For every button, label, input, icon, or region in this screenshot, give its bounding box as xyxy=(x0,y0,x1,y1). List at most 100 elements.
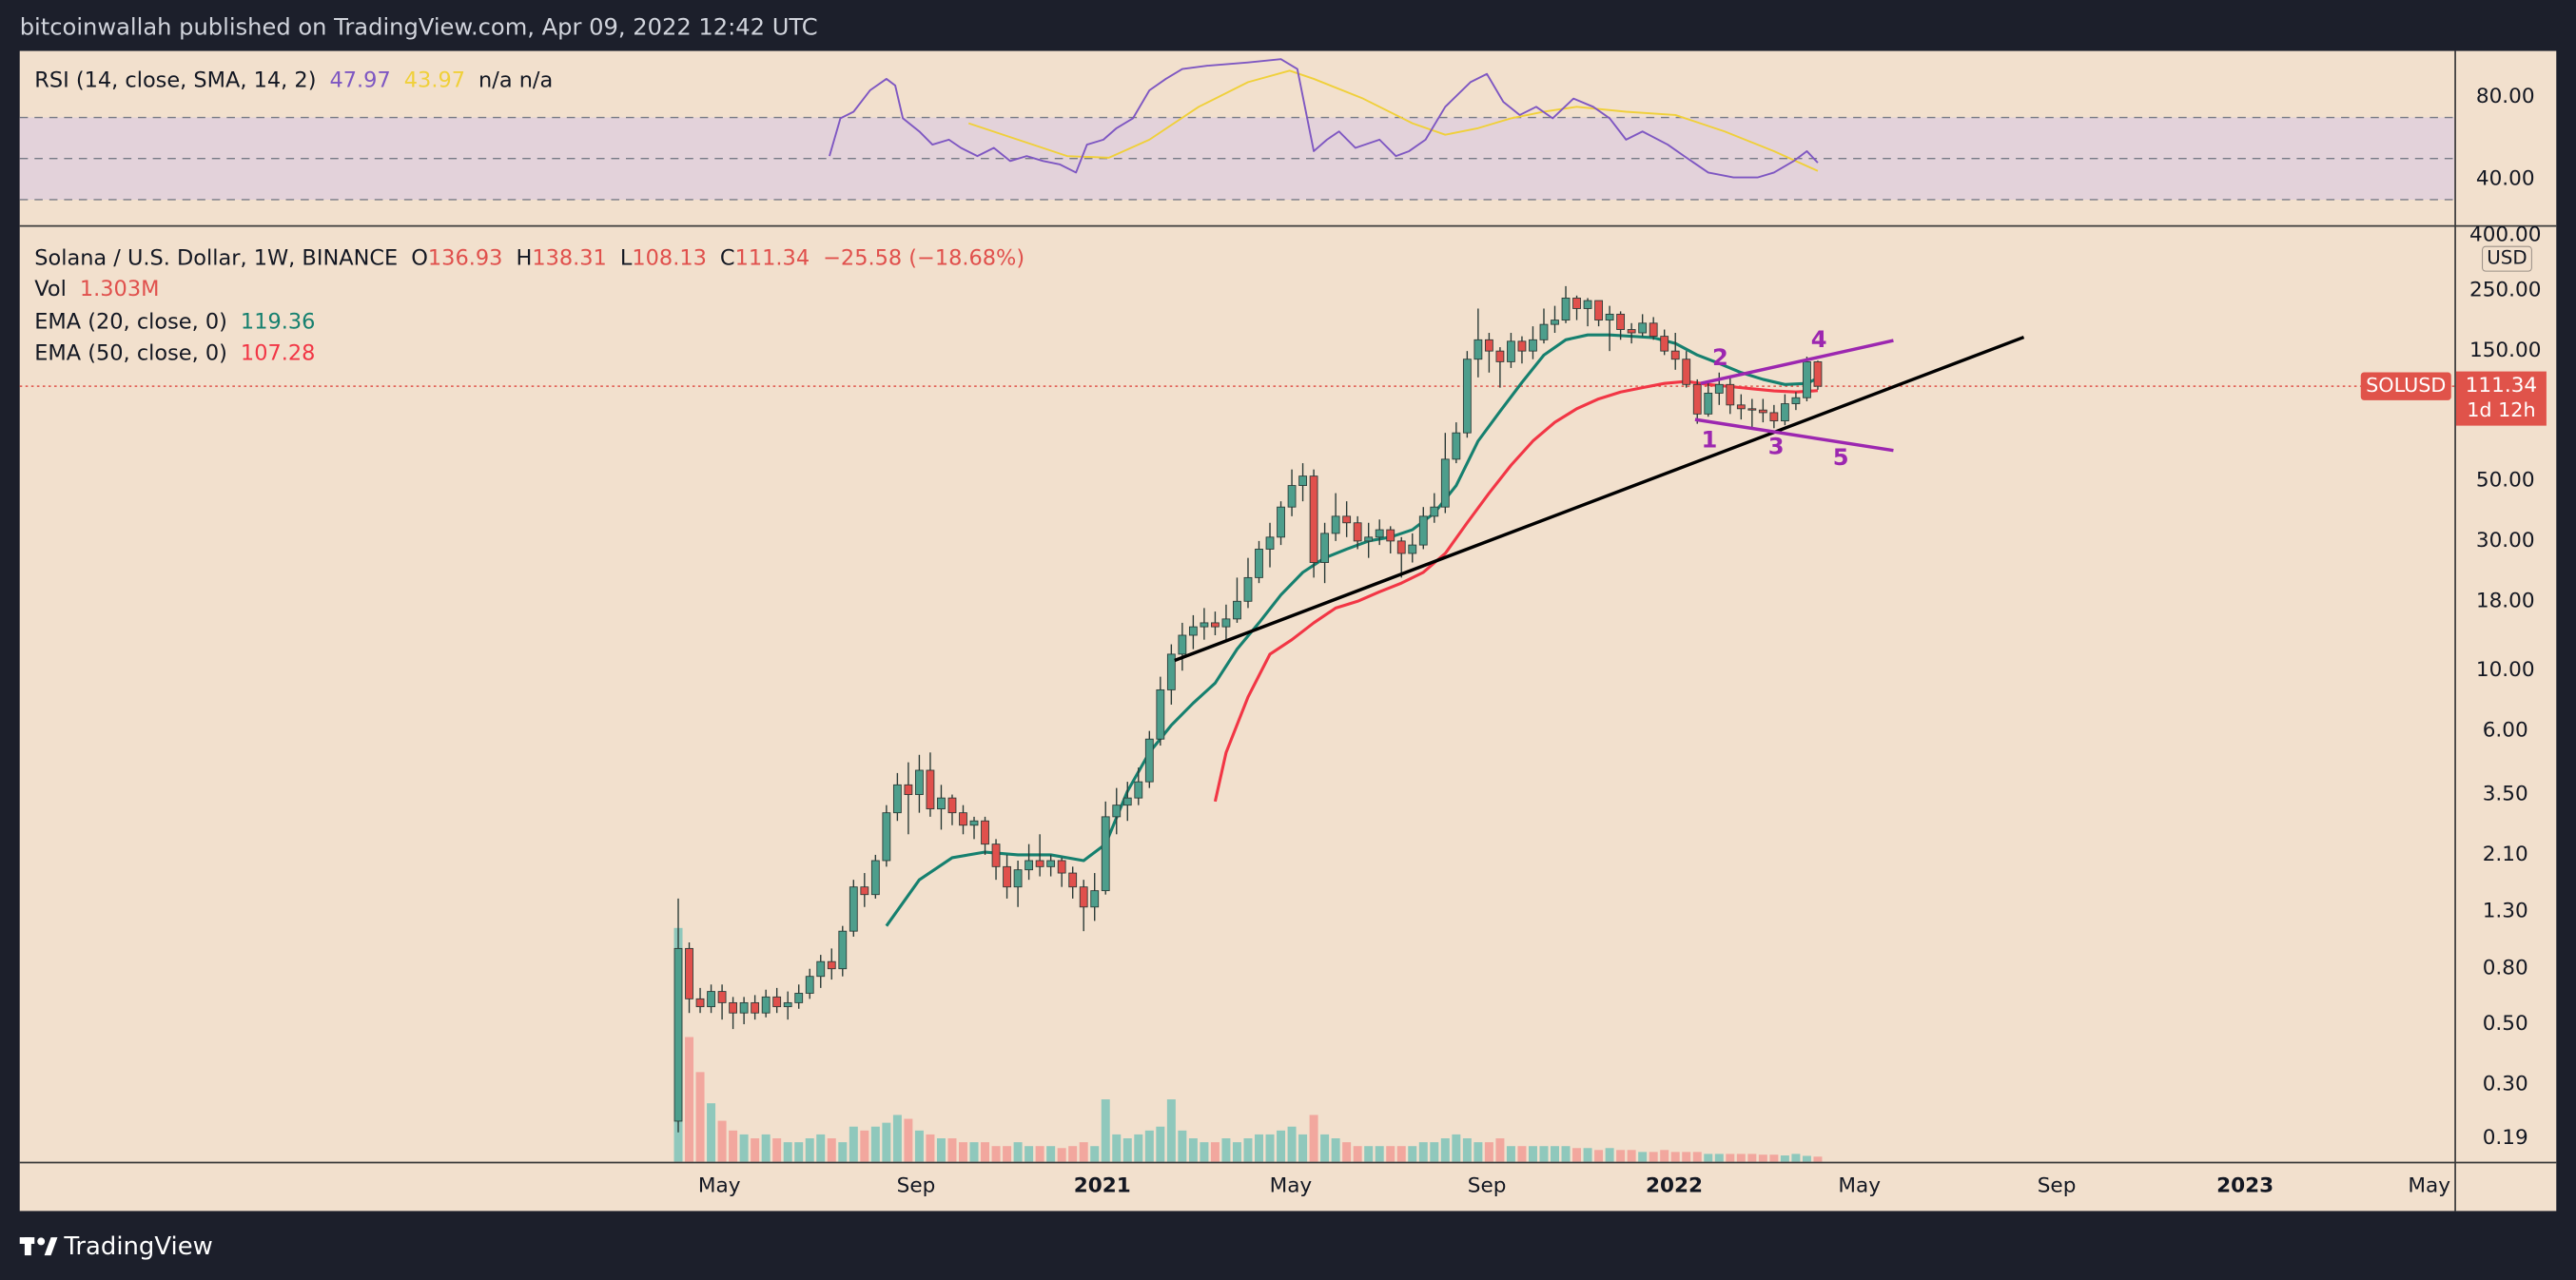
candle-body xyxy=(1342,515,1352,524)
candle-body xyxy=(761,996,771,1014)
trendline xyxy=(1174,335,2025,663)
candle-body xyxy=(1517,340,1527,352)
candle-body xyxy=(1287,485,1297,508)
candle-body xyxy=(1714,383,1724,394)
volume-bar xyxy=(1364,1146,1374,1162)
wave-label: 1 xyxy=(1702,427,1718,454)
volume-bar xyxy=(1232,1142,1241,1162)
volume-bar xyxy=(1605,1148,1614,1162)
volume-bar xyxy=(1353,1146,1362,1162)
volume-bar xyxy=(1495,1138,1505,1162)
volume-bar xyxy=(1539,1146,1549,1162)
volume-bar xyxy=(717,1120,727,1162)
volume-bar xyxy=(1660,1150,1669,1162)
logo-dot xyxy=(37,1237,46,1246)
candle-body xyxy=(1594,300,1603,321)
close-value: 111.34 xyxy=(735,245,810,270)
volume-bar xyxy=(1057,1148,1066,1162)
volume-bar xyxy=(849,1126,858,1162)
rsi-sma-line xyxy=(967,69,1819,172)
volume-bar xyxy=(1210,1142,1220,1162)
volume-bar xyxy=(729,1130,738,1162)
volume-bar xyxy=(1627,1150,1636,1162)
rsi-sma-value: 43.97 xyxy=(404,68,465,92)
volume-bar xyxy=(947,1138,957,1162)
candle-body xyxy=(1079,886,1088,908)
candle-body xyxy=(1649,322,1658,338)
candle-body xyxy=(1616,313,1626,330)
candle-body xyxy=(1692,383,1702,415)
candle-body xyxy=(1221,618,1231,628)
volume-bar xyxy=(860,1130,869,1162)
y-tick-label: 0.50 xyxy=(2483,1012,2528,1036)
candle-body xyxy=(1780,403,1789,422)
candle-body xyxy=(685,947,693,999)
candle-body xyxy=(1747,408,1757,411)
volume-bar xyxy=(959,1142,967,1162)
ema50-value: 107.28 xyxy=(241,340,315,365)
volume-bar xyxy=(1769,1154,1779,1162)
volume-bar xyxy=(1396,1146,1406,1162)
candle-body xyxy=(1726,383,1735,406)
candle-body xyxy=(1627,329,1636,334)
y-tick-label: 50.00 xyxy=(2476,468,2535,492)
ohlc-label: O xyxy=(411,245,428,270)
volume-bar xyxy=(685,1037,694,1162)
volume-bar xyxy=(1430,1142,1439,1162)
volume-bar xyxy=(1572,1148,1582,1162)
candle-body xyxy=(1112,805,1122,818)
candle-body xyxy=(1090,890,1100,908)
rsi-na: n/a n/a xyxy=(478,68,553,92)
volume-bar xyxy=(926,1134,935,1162)
y-tick-label: 3.50 xyxy=(2483,783,2528,806)
volume-bar xyxy=(1375,1146,1384,1162)
candle-body xyxy=(772,996,782,1008)
volume-bar xyxy=(805,1138,814,1162)
candle-body xyxy=(1035,860,1044,867)
volume-bar xyxy=(882,1122,891,1162)
candle-body xyxy=(1166,653,1176,690)
volume-legend: Vol 1.303M xyxy=(34,277,159,301)
candle-body xyxy=(892,784,902,814)
candle-body xyxy=(729,1001,738,1014)
volume-bar xyxy=(1331,1138,1340,1162)
ohlc-label: L xyxy=(620,245,633,270)
candle-body xyxy=(838,930,848,970)
volume-bar xyxy=(1638,1152,1648,1162)
wave-label: 3 xyxy=(1768,433,1785,459)
candle-body xyxy=(1046,860,1056,867)
candle-body xyxy=(805,976,814,994)
candle-body xyxy=(1309,475,1318,563)
volume-bar xyxy=(1594,1150,1604,1162)
logo-slash xyxy=(44,1237,58,1256)
volume-bar xyxy=(1418,1142,1428,1162)
rsi-name: RSI (14, close, SMA, 14, 2) xyxy=(34,68,316,92)
volume-bar xyxy=(1298,1134,1308,1162)
rsi-tick-label: 40.00 xyxy=(2476,166,2535,190)
candle-body xyxy=(1539,323,1549,340)
x-tick-label: 2021 xyxy=(1074,1174,1131,1198)
volume-bar xyxy=(1122,1138,1132,1162)
y-tick-label: 30.00 xyxy=(2476,529,2535,553)
volume-bar xyxy=(1003,1146,1012,1162)
ohlc-label: H xyxy=(516,245,532,270)
candle-body xyxy=(695,998,705,1008)
candle-body xyxy=(1440,458,1450,508)
candle-body xyxy=(1298,475,1307,486)
x-tick-label: Sep xyxy=(897,1174,936,1198)
volume-bar xyxy=(1265,1134,1275,1162)
volume-bar xyxy=(695,1072,705,1162)
high-value: 138.31 xyxy=(532,245,606,270)
wave-label: 4 xyxy=(1811,326,1827,353)
unit-box xyxy=(2482,245,2532,272)
candle-body xyxy=(870,860,880,896)
volume-bar xyxy=(739,1134,749,1162)
symbol-label: Solana / U.S. Dollar, 1W, BINANCE xyxy=(34,245,398,270)
volume-bar xyxy=(1200,1142,1209,1162)
candle-body xyxy=(959,812,967,826)
volume-bar xyxy=(870,1126,880,1162)
x-tick-label: 2023 xyxy=(2216,1174,2274,1198)
volume-bar xyxy=(904,1118,913,1162)
x-tick-label: Sep xyxy=(1468,1174,1507,1198)
candle-body xyxy=(1507,340,1515,362)
